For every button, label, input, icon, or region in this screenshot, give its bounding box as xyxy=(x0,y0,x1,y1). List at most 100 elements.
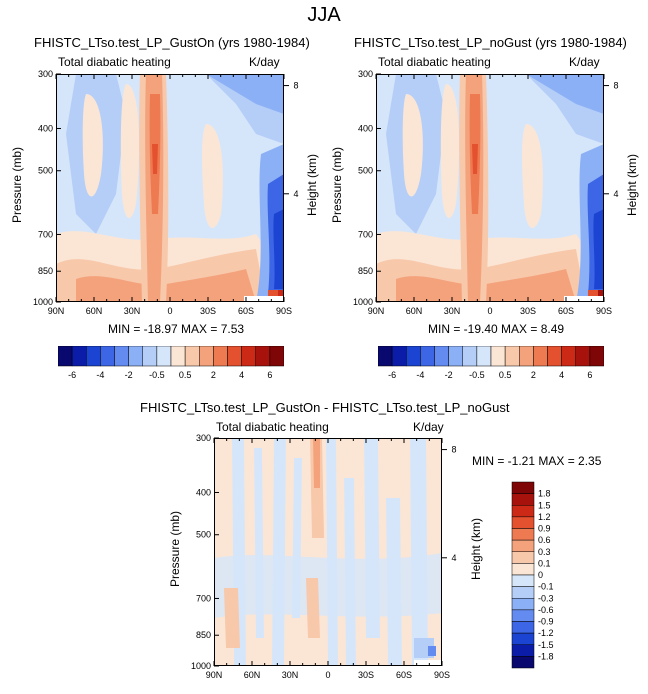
diff-colorbar-swatch xyxy=(511,598,535,611)
diff-colorbar-label: 0.3 xyxy=(538,547,551,557)
colorbar-label: 0.5 xyxy=(179,370,192,380)
diff-colorbar-swatch xyxy=(511,539,535,552)
colorbar-swatch xyxy=(170,345,186,367)
colorbar-swatch xyxy=(391,345,407,367)
colorbar-label: -6 xyxy=(388,370,396,380)
colorbar-swatch xyxy=(86,345,101,367)
y-right-tick-label: 4 xyxy=(451,553,456,563)
x-tick-label: 30S xyxy=(358,670,374,680)
diff-colorbar-label: -1.5 xyxy=(538,640,554,650)
diff-colorbar-label: -1.8 xyxy=(538,651,554,661)
panel2-left-label: Total diabatic heating xyxy=(378,55,491,69)
colorbar-label: 4 xyxy=(559,370,564,380)
panel1-ylabel: Pressure (mb) xyxy=(10,147,24,224)
x-tick-label: 30S xyxy=(200,306,216,316)
panel3-stats: MIN = -1.21 MAX = 2.35 xyxy=(472,454,602,468)
diff-colorbar-swatch xyxy=(511,528,535,541)
x-tick-label: 30N xyxy=(444,306,461,316)
y-tick-label: 1000 xyxy=(353,297,373,307)
x-tick-label: 90S xyxy=(276,306,292,316)
diff-colorbar-swatch xyxy=(511,481,535,494)
diff-colorbar-label: -0.6 xyxy=(538,605,554,615)
diff-colorbar-label: 0.1 xyxy=(538,558,551,568)
y-tick-label: 850 xyxy=(196,630,211,640)
diff-colorbar-label: 1.5 xyxy=(538,500,551,510)
colorbar-swatch xyxy=(255,345,271,367)
colorbar-label: -4 xyxy=(416,370,424,380)
y-tick-label: 400 xyxy=(38,123,53,133)
colorbar-swatch xyxy=(547,345,562,367)
panel1-title: FHISTC_LTso.test_LP_GustOn (yrs 1980-198… xyxy=(34,35,310,50)
colorbar-swatch xyxy=(519,345,534,367)
y-tick-label: 300 xyxy=(358,69,373,79)
panel2-plot xyxy=(376,74,604,302)
colorbar-label: -6 xyxy=(68,370,76,380)
colorbar-label: 2 xyxy=(531,370,536,380)
colorbar-swatch xyxy=(100,345,115,367)
diff-colorbar-label: -1.2 xyxy=(538,628,554,638)
colorbar-label: 6 xyxy=(267,370,272,380)
x-tick-label: 90N xyxy=(48,306,65,316)
x-tick-label: 60S xyxy=(558,306,574,316)
colorbar-label: -4 xyxy=(96,370,104,380)
panel2-ylabel: Pressure (mb) xyxy=(330,147,344,224)
colorbar-swatch xyxy=(377,345,393,367)
panel2-title: FHISTC_LTso.test_LP_noGust (yrs 1980-198… xyxy=(354,35,627,50)
diff-colorbar-label: -0.9 xyxy=(538,617,554,627)
colorbar-label: -2 xyxy=(445,370,453,380)
colorbar-swatch xyxy=(462,345,478,367)
colorbar-swatch xyxy=(420,345,435,367)
colorbar-label: 0.5 xyxy=(499,370,512,380)
x-tick-label: 30S xyxy=(520,306,536,316)
colorbar-swatch xyxy=(71,345,87,367)
diff-colorbar-swatch xyxy=(511,493,535,506)
x-tick-label: 30N xyxy=(282,670,299,680)
panel3-left-label: Total diabatic heating xyxy=(216,420,329,434)
y-tick-label: 500 xyxy=(196,530,211,540)
shared-colorbar-2: -6 -4 -2 -0.5 0.5 2 4 6 xyxy=(377,345,605,382)
diff-colorbar-label: -0.1 xyxy=(538,582,554,592)
diff-colorbar-swatch xyxy=(511,574,535,587)
x-tick-label: 60N xyxy=(406,306,423,316)
colorbar-swatch xyxy=(213,345,228,367)
panel1-left-label: Total diabatic heating xyxy=(58,55,171,69)
colorbar-swatch xyxy=(504,345,520,367)
y-right-tick-label: 8 xyxy=(451,445,456,455)
diff-colorbar-label: 0 xyxy=(538,570,543,580)
panel2-ylabel-right: Height (km) xyxy=(625,154,639,217)
colorbar-swatch xyxy=(128,345,143,367)
x-tick-label: 90N xyxy=(368,306,385,316)
y-tick-label: 700 xyxy=(38,229,53,239)
y-tick-label: 300 xyxy=(196,433,211,443)
colorbar-swatch xyxy=(184,345,200,367)
x-tick-label: 30N xyxy=(124,306,141,316)
panel3-title: FHISTC_LTso.test_LP_GustOn - FHISTC_LTso… xyxy=(140,400,510,415)
colorbar-label: -2 xyxy=(125,370,133,380)
diff-colorbar-swatch xyxy=(511,551,535,564)
diff-colorbar-label: 0.6 xyxy=(538,535,551,545)
y-tick-label: 1000 xyxy=(191,661,211,671)
x-tick-label: 90S xyxy=(434,670,450,680)
panel1-ylabel-right: Height (km) xyxy=(305,154,319,217)
diff-colorbar: 1.8 1.5 1.2 0.9 0.6 0.3 0.1 0 -0.1 -0.3 -0.6 -0.9 -1… xyxy=(510,480,570,670)
x-tick-label: 60S xyxy=(396,670,412,680)
colorbar-swatch xyxy=(533,345,548,367)
page-title: JJA xyxy=(307,4,341,26)
y-tick-label: 700 xyxy=(358,229,373,239)
y-tick-label: 500 xyxy=(358,166,373,176)
colorbar-swatch xyxy=(241,345,256,367)
panel1-stats: MIN = -18.97 MAX = 7.53 xyxy=(108,322,245,336)
colorbar-label: 6 xyxy=(587,370,592,380)
diff-colorbar-label: -0.3 xyxy=(538,593,554,603)
y-right-tick-label: 4 xyxy=(293,189,298,199)
diff-colorbar-label: 0.9 xyxy=(538,524,551,534)
diff-colorbar-swatch xyxy=(511,505,535,518)
colorbar-swatch xyxy=(490,345,506,367)
panel3-plot xyxy=(214,438,442,666)
x-tick-label: 90N xyxy=(206,670,223,680)
diff-colorbar-swatch xyxy=(511,586,535,599)
x-tick-label: 0 xyxy=(167,306,172,316)
colorbar-swatch xyxy=(227,345,242,367)
y-tick-label: 400 xyxy=(358,123,373,133)
panel3-ylabel: Pressure (mb) xyxy=(168,511,182,588)
